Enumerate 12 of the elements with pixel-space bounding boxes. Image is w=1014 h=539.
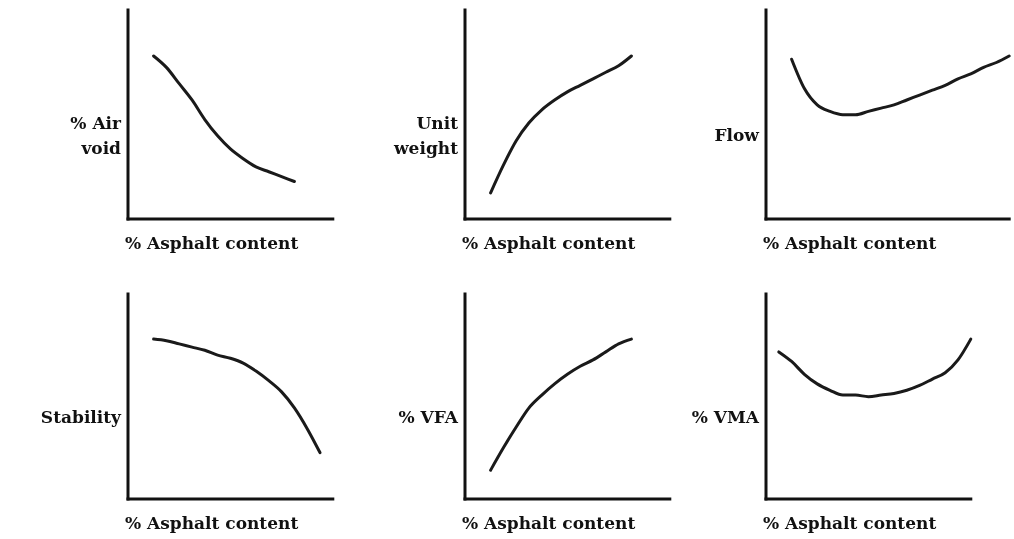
y-axis-title: Stability: [40, 406, 123, 427]
y-axis-title: Flow: [714, 125, 760, 146]
x-axis-title: % Asphalt content: [462, 513, 636, 533]
x-axis-title: % Asphalt content: [125, 233, 299, 253]
x-axis-title: % Asphalt content: [125, 513, 299, 533]
x-axis-title: % Asphalt content: [763, 513, 937, 533]
x-axis-title: % Asphalt content: [763, 233, 937, 253]
y-axis-title: % VMA: [691, 406, 760, 427]
y-axis-title: Unit weight: [392, 112, 459, 159]
x-axis-title: % Asphalt content: [462, 233, 636, 253]
y-axis-title: % Air void: [70, 112, 123, 159]
y-axis-title: % VFA: [398, 406, 459, 427]
